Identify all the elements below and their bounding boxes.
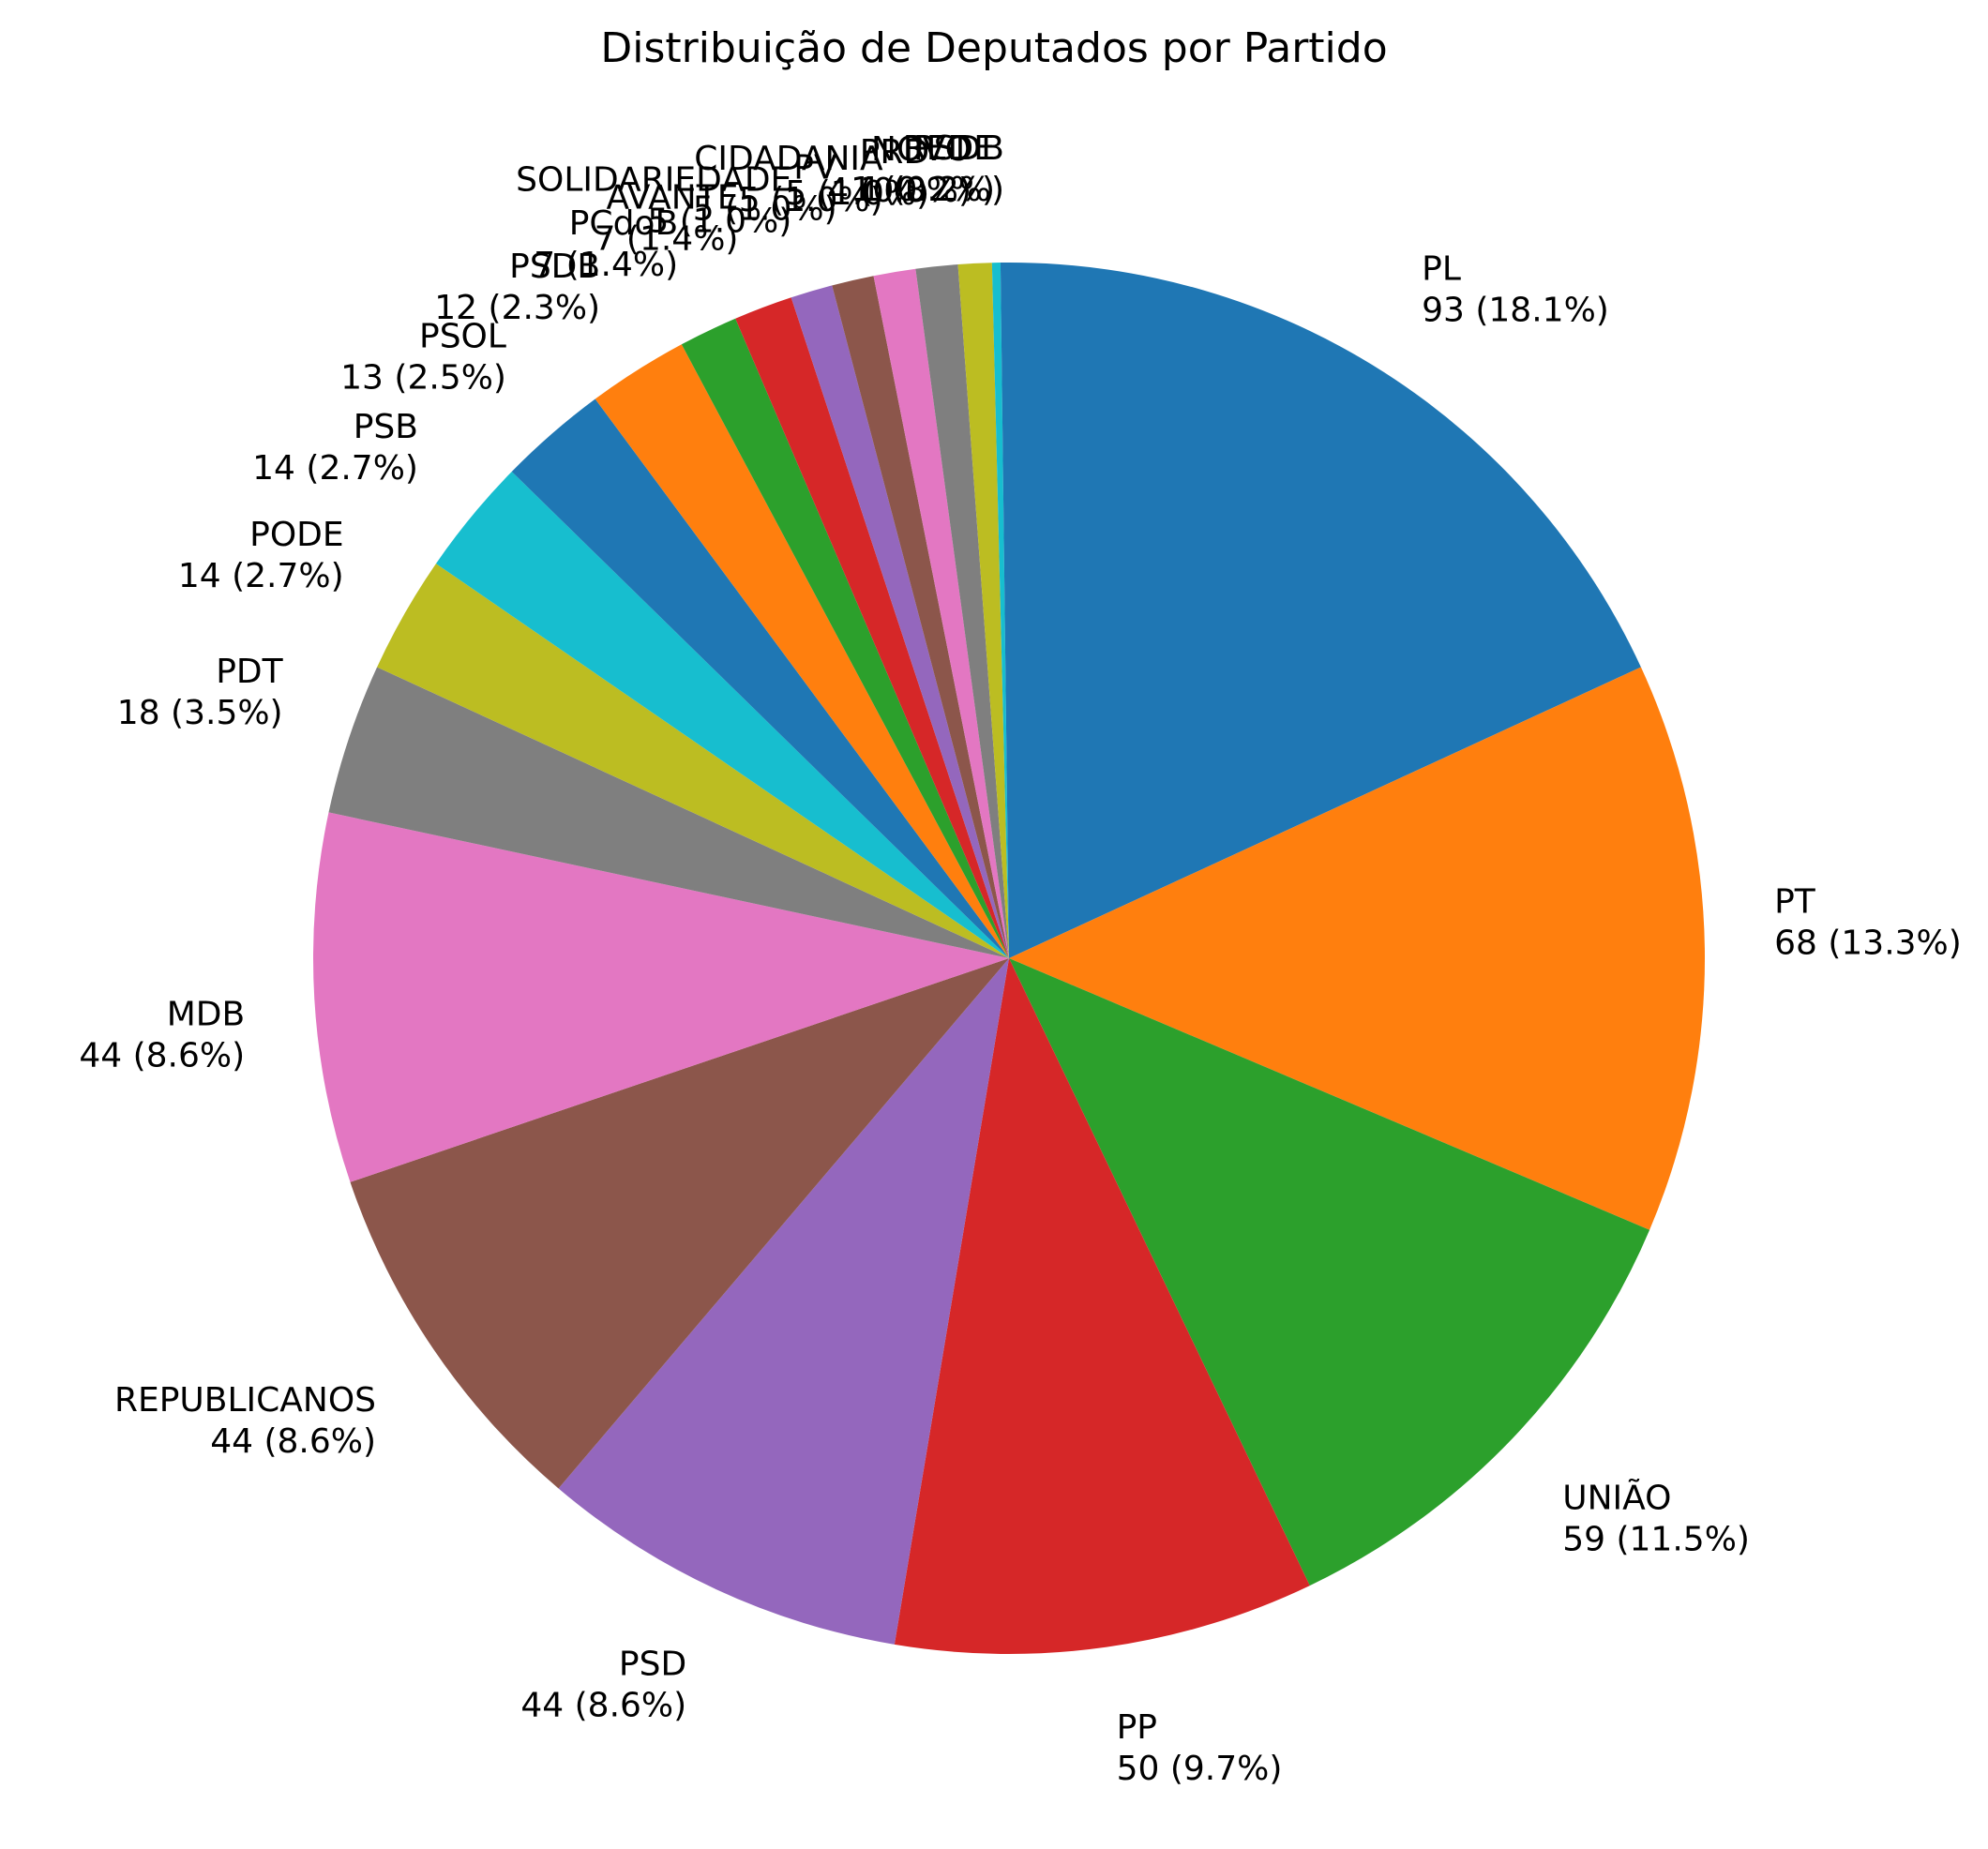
slice-label-value: 44 (8.6%) <box>520 1686 686 1724</box>
pie-slice-psdb-11 <box>595 344 1009 958</box>
slice-label-name: PP <box>1117 1708 1157 1747</box>
slice-label-value: 93 (18.1%) <box>1422 292 1609 330</box>
pie-slice-psb-9 <box>435 471 1010 958</box>
slice-label-value: 7 (1.4%) <box>595 219 739 258</box>
slice-label-name: CIDADANIA <box>694 140 883 178</box>
slice-label-value: 5 (1.0%) <box>647 202 791 240</box>
pie-slice-união-2 <box>1009 958 1650 1586</box>
slice-label-name: PRD <box>860 133 929 172</box>
slice-label-pt-1: PT 68 (13.3%) <box>1774 883 1962 963</box>
slice-label-psol-10: PSOL 13 (2.5%) <box>340 317 506 397</box>
pie-slice-pdt-7 <box>328 667 1009 958</box>
slice-label-name: PL <box>1422 250 1461 289</box>
slice-label-name: UNIÃO <box>1562 1479 1671 1518</box>
slice-label-name: REPUBLICANOS <box>114 1381 376 1420</box>
pie-slice-pl-0 <box>1009 263 1641 958</box>
slice-label-psd-4: PSD 44 (8.6%) <box>520 1645 686 1724</box>
slice-label-name: AVANTE <box>607 178 739 217</box>
slice-label-value: 13 (2.5%) <box>340 358 506 397</box>
slice-label-value: 12 (2.3%) <box>434 289 600 327</box>
slice-label-name: PSB <box>354 408 418 446</box>
pie-slice-republicanos-5 <box>350 958 1009 1489</box>
slice-label-name: PSDB <box>509 248 600 286</box>
slice-label-name: PSOL <box>419 317 506 355</box>
pie-slice-pt-1 <box>1009 667 1706 1230</box>
slice-label-psdb-20: PSDB 1 (0.2%) <box>860 129 1004 209</box>
slice-label-name: PT <box>1774 883 1816 922</box>
pie-slice-psd-4 <box>558 958 1009 1645</box>
slice-label-pdt-7: PDT 18 (3.5%) <box>117 653 284 732</box>
slice-label-value: 7 (1.4%) <box>534 246 678 284</box>
slice-label-value: 5 (1.0%) <box>785 174 929 213</box>
slice-label-name: SOLIDARIEDADE <box>516 160 791 199</box>
pie-slices <box>312 263 1706 1655</box>
slice-label-name: PSD <box>619 1645 686 1683</box>
slice-label-prd-17: PRD 5 (1.0%) <box>785 133 929 213</box>
slice-label-value: 44 (8.6%) <box>79 1036 245 1075</box>
slice-label-name: PV <box>793 149 837 188</box>
slice-label-value: 14 (2.7%) <box>178 557 344 595</box>
slice-label-name: MDB <box>167 995 245 1033</box>
pie-slice-mdb-6 <box>312 812 1009 1182</box>
slice-label-avante-13: AVANTE 7 (1.4%) <box>595 178 739 258</box>
pie-slice-pp-3 <box>894 958 1310 1655</box>
slice-label-value: 44 (8.6%) <box>210 1422 376 1461</box>
slice-label-name: PCdoB <box>569 204 678 243</box>
slice-label-rede-19: REDE 1 (0.2%) <box>851 129 995 209</box>
pie-slice-pv-15 <box>832 276 1009 958</box>
slice-label-name: REDE <box>903 129 995 168</box>
pie-slice-novo-18 <box>957 263 1009 958</box>
slice-label-cidadania-16: CIDADANIA 5 (1.0%) <box>694 140 883 219</box>
slice-label-republicanos-5: REPUBLICANOS 44 (8.6%) <box>114 1381 376 1461</box>
slice-label-psdb-11: PSDB 12 (2.3%) <box>434 248 600 327</box>
slice-label-mdb-6: MDB 44 (8.6%) <box>79 995 245 1075</box>
slice-label-value: 5 (1.0%) <box>693 190 837 229</box>
slice-label-novo-18: NOVO 4 (0.8%) <box>827 130 971 210</box>
pie-slice-cidadania-16 <box>873 268 1009 958</box>
pie-slice-pode-8 <box>377 564 1010 958</box>
slice-label-value: 1 (0.2%) <box>860 171 1004 209</box>
slice-label-name: PODE <box>249 516 344 554</box>
slice-label-value: 4 (0.8%) <box>827 172 971 210</box>
slice-label-name: PSDB <box>913 129 1004 168</box>
slice-label-value: 68 (13.3%) <box>1774 924 1962 963</box>
slice-label-value: 1 (0.2%) <box>851 171 995 209</box>
slice-label-pp-3: PP 50 (9.7%) <box>1117 1708 1283 1788</box>
pie-slice-prd-17 <box>915 264 1009 958</box>
slice-label-pv-15: PV 5 (1.0%) <box>693 149 837 229</box>
slice-labels: PL 93 (18.1%) PT 68 (13.3%) UNIÃO 59 (11.5%) P… <box>79 129 1961 1788</box>
slice-label-pl-0: PL 93 (18.1%) <box>1422 250 1609 330</box>
slice-label-value: 18 (3.5%) <box>117 694 283 732</box>
pie-slice-pcdob-12 <box>681 318 1009 958</box>
slice-label-solidariedade-14: SOLIDARIEDADE 5 (1.0%) <box>516 160 791 240</box>
slice-label-pode-8: PODE 14 (2.7%) <box>178 516 344 595</box>
slice-label-value: 50 (9.7%) <box>1117 1750 1283 1788</box>
slice-label-value: 14 (2.7%) <box>252 449 418 488</box>
slice-label-name: NOVO <box>871 130 971 169</box>
pie-slice-psol-10 <box>511 398 1009 958</box>
slice-label-psb-9: PSB 14 (2.7%) <box>252 408 418 488</box>
pie-slice-solidariedade-14 <box>791 285 1009 958</box>
slice-label-pcdob-12: PCdoB 7 (1.4%) <box>534 204 678 284</box>
pie-slice-psdb-20 <box>1000 263 1009 958</box>
slice-label-value: 59 (11.5%) <box>1562 1521 1750 1559</box>
slice-label-value: 5 (1.0%) <box>739 181 883 219</box>
slice-label-união-2: UNIÃO 59 (11.5%) <box>1562 1479 1750 1559</box>
pie-slice-rede-19 <box>991 263 1009 958</box>
slice-label-name: PDT <box>216 653 283 691</box>
pie-slice-avante-13 <box>735 297 1009 959</box>
chart-title: Distribuição de Deputados por Partido <box>600 24 1387 72</box>
